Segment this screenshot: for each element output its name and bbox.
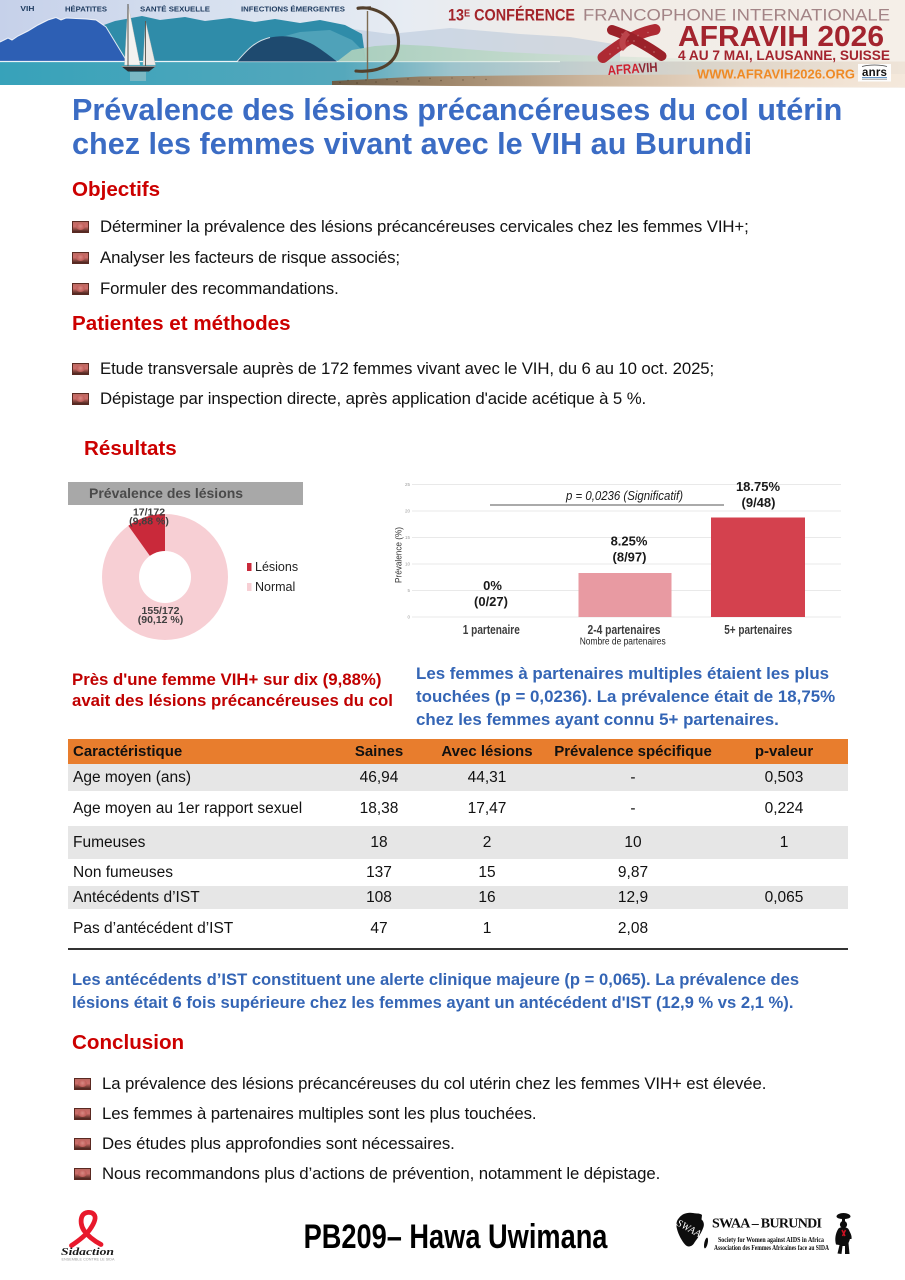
svg-text:(90,12 %): (90,12 %) (138, 614, 184, 626)
svg-text:AFRAVIH: AFRAVIH (607, 60, 658, 78)
svg-text:Prévalence (%): Prévalence (%) (394, 527, 405, 583)
svg-text:0%: 0% (483, 578, 502, 593)
svg-text:1 partenaire: 1 partenaire (463, 623, 520, 637)
svg-text:20: 20 (405, 509, 411, 514)
svg-text:17/172: 17/172 (133, 507, 165, 519)
svg-text:Association des Femmes Africai: Association des Femmes Africaines face a… (714, 1243, 829, 1252)
svg-text:Society for Women against AIDS: Society for Women against AIDS in Africa (718, 1235, 824, 1244)
svg-text:25: 25 (405, 482, 411, 487)
svg-text:AFRAVIH 2026: AFRAVIH 2026 (678, 21, 884, 53)
svg-text:ENSEMBLE CONTRE LE SIDA: ENSEMBLE CONTRE LE SIDA (62, 1258, 115, 1262)
svg-text:2-4 partenaires: 2-4 partenaires (588, 623, 661, 637)
svg-text:HÉPATITES: HÉPATITES (65, 5, 107, 14)
svg-text:4 AU 7 MAI, LAUSANNE, SUISSE: 4 AU 7 MAI, LAUSANNE, SUISSE (678, 48, 890, 64)
svg-text:(9/48): (9/48) (742, 495, 776, 510)
svg-text:WWW.AFRAVIH2026.ORG: WWW.AFRAVIH2026.ORG (697, 67, 855, 82)
svg-text:(9,88 %): (9,88 %) (129, 516, 169, 528)
svg-text:0: 0 (407, 615, 410, 620)
svg-text:INFECTIONS ÉMERGENTES: INFECTIONS ÉMERGENTES (241, 5, 345, 14)
svg-text:15: 15 (405, 535, 411, 540)
svg-text:10: 10 (405, 562, 411, 567)
svg-text:Normal: Normal (255, 580, 295, 594)
svg-text:Lésions: Lésions (255, 560, 298, 574)
svg-text:(0/27): (0/27) (474, 594, 508, 609)
svg-text:13E CONFÉRENCE: 13E CONFÉRENCE (448, 6, 575, 25)
svg-text:Nombre de partenaires: Nombre de partenaires (580, 637, 666, 648)
svg-text:Sidaction: Sidaction (61, 1246, 114, 1258)
svg-text:5+ partenaires: 5+ partenaires (724, 623, 792, 637)
svg-text:FRANCOPHONE INTERNATIONALE: FRANCOPHONE INTERNATIONALE (583, 7, 890, 25)
svg-text:SWAA – BURUNDI: SWAA – BURUNDI (712, 1217, 822, 1232)
svg-text:(8/97): (8/97) (613, 550, 647, 565)
svg-text:anrs: anrs (862, 67, 887, 79)
svg-text:155/172: 155/172 (142, 605, 180, 617)
svg-text:8.25%: 8.25% (611, 534, 648, 549)
svg-text:SANTÉ SEXUELLE: SANTÉ SEXUELLE (140, 5, 210, 14)
svg-text:VIH: VIH (20, 4, 34, 13)
svg-text:5: 5 (407, 588, 410, 593)
svg-text:18.75%: 18.75% (736, 479, 781, 494)
svg-text:p = 0,0236 (Significatif): p = 0,0236 (Significatif) (565, 489, 683, 503)
